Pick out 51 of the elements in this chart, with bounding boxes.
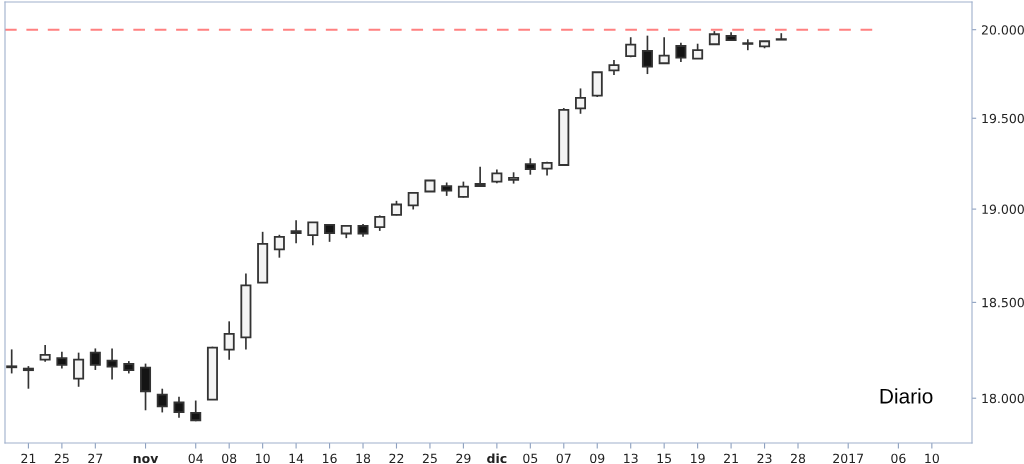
- x-tick-label: 08: [222, 453, 237, 464]
- candlestick: [641, 34, 653, 75]
- x-tick-label: 29: [456, 453, 471, 464]
- candlestick: [290, 219, 302, 244]
- y-tick-label: 18.000: [982, 393, 1024, 404]
- x-tick-label: 05: [523, 453, 538, 464]
- candlestick: [22, 365, 34, 390]
- x-tick-label: 06: [891, 453, 906, 464]
- y-tick-label: 18.500: [982, 297, 1024, 308]
- candlestick: [474, 166, 486, 187]
- candlestick: [173, 396, 185, 419]
- candlestick: [675, 41, 687, 63]
- candlestick: [775, 32, 787, 41]
- candlestick: [6, 348, 18, 375]
- x-tick-label: 14: [289, 453, 304, 463]
- candlestick: [89, 347, 101, 371]
- x-tick-label: 25: [422, 453, 437, 464]
- candlestick: [106, 347, 118, 381]
- x-tick-label: 2017: [833, 453, 864, 464]
- candlestick: [575, 87, 587, 115]
- candlestick: [73, 351, 85, 388]
- x-tick-label: 25: [54, 453, 69, 464]
- x-tick-label: 09: [590, 453, 605, 464]
- x-tick-label: 10: [256, 453, 270, 464]
- y-tick-label: 19.000: [982, 204, 1024, 215]
- annotation: Diario: [880, 388, 933, 404]
- x-tick-label: nov: [133, 455, 159, 464]
- candlestick: [156, 387, 168, 414]
- x-tick-label: 21: [724, 453, 738, 463]
- x-tick-label: 07: [556, 453, 571, 464]
- y-tick-label: 19.500: [982, 113, 1024, 124]
- x-tick-label: 18: [356, 453, 371, 464]
- x-tick-label: 22: [389, 453, 404, 463]
- candlestick: [591, 71, 603, 98]
- x-tick-label: 16: [322, 453, 337, 464]
- candlestick: [140, 362, 152, 412]
- candlestick: [223, 320, 235, 361]
- x-tick-label: dic: [487, 453, 507, 464]
- x-tick-label: 21: [21, 453, 36, 463]
- candlestick: [658, 36, 670, 65]
- x-tick-label: 04: [188, 453, 203, 464]
- x-tick-label: 23: [757, 453, 772, 464]
- candlestick: [307, 221, 319, 247]
- candlestick: [273, 233, 285, 259]
- x-tick-label: 28: [790, 453, 806, 464]
- x-tick-label: 27: [88, 453, 103, 463]
- y-tick-label: 20.000: [981, 25, 1024, 35]
- x-tick-label: 19: [691, 453, 705, 464]
- x-tick-label: 13: [624, 453, 638, 464]
- x-tick-label: 15: [657, 453, 672, 464]
- x-tick-label: 10: [925, 453, 939, 464]
